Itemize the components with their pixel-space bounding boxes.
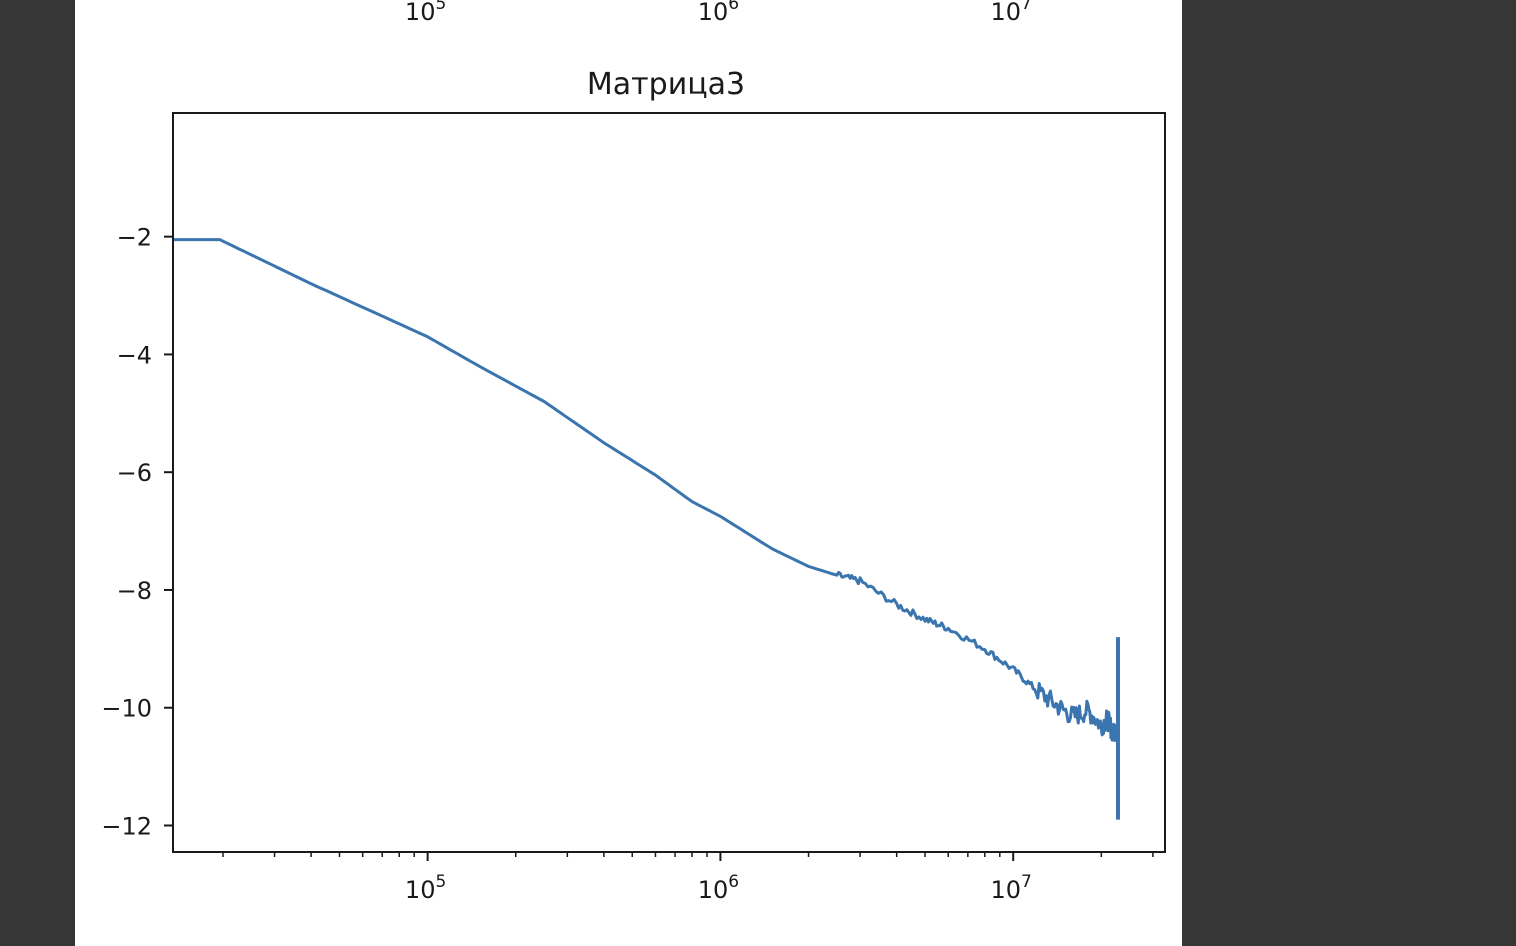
top-x-tick-label: 107 (991, 0, 1032, 26)
y-tick-label: −10 (101, 695, 152, 723)
figure-panel: 105 106 107 Матрица3 105 106 107 −2 −4 −6 −8 −10… (75, 0, 1182, 946)
x-tick-label: 106 (698, 872, 739, 904)
x-tick-label: 105 (405, 872, 446, 904)
x-tick-label: 107 (991, 872, 1032, 904)
x-axis: 105 106 107 (222, 852, 1154, 904)
y-tick-label: −2 (117, 224, 152, 252)
y-axis: −2 −4 −6 −8 −10 −12 (101, 224, 173, 841)
top-strip-ticks: 105 106 107 (405, 0, 1032, 26)
y-tick-label: −6 (117, 459, 152, 487)
series-line (173, 238, 1118, 742)
axes-frame (172, 112, 1166, 853)
y-tick-label: −8 (117, 577, 152, 605)
plot-area (173, 238, 1120, 820)
chart-title: Матрица3 (587, 67, 745, 102)
chart-figure: 105 106 107 Матрица3 105 106 107 −2 −4 −6 −8 −10… (101, 0, 1166, 904)
top-x-tick-label: 105 (405, 0, 446, 26)
y-tick-label: −4 (117, 341, 152, 369)
top-x-tick-label: 106 (698, 0, 739, 26)
y-tick-label: −12 (101, 813, 152, 841)
